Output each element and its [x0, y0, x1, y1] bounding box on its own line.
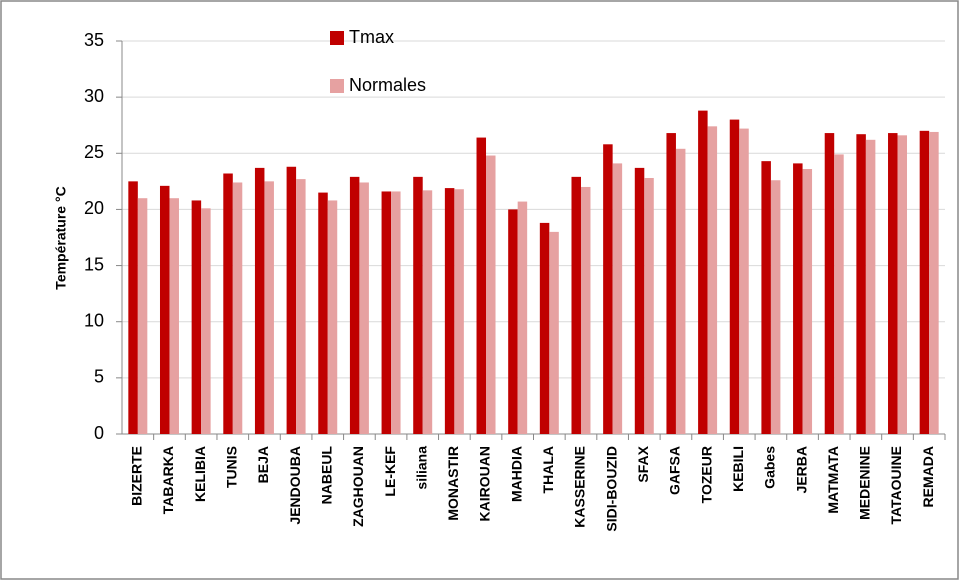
- bar: [296, 179, 306, 434]
- bar: [644, 177, 654, 434]
- legend-swatch: [330, 31, 344, 45]
- bar: [539, 222, 550, 434]
- x-tick-label: SFAX: [635, 445, 651, 482]
- bar: [603, 144, 613, 434]
- bar: [666, 133, 676, 434]
- y-tick-label: 25: [84, 142, 104, 162]
- legend-label: Tmax: [349, 27, 394, 47]
- legend-swatch: [330, 79, 344, 93]
- bar: [770, 180, 781, 434]
- x-tick-label: KEBILI: [730, 446, 746, 492]
- x-tick-label: KELIBIA: [192, 446, 208, 502]
- bar: [634, 167, 645, 434]
- bar: [391, 191, 401, 434]
- bar: [327, 200, 338, 434]
- bar: [318, 192, 328, 434]
- bar: [359, 182, 369, 434]
- bar: [761, 161, 771, 434]
- x-tick-label: BEJA: [255, 446, 271, 483]
- bar: [919, 130, 930, 435]
- bar: [201, 208, 211, 434]
- x-tick-label: KASSERINE: [572, 446, 588, 528]
- bar: [549, 231, 559, 434]
- bar: [739, 128, 749, 434]
- bar: [824, 133, 835, 434]
- x-tick-label: MATMATA: [825, 446, 841, 514]
- bar: [508, 209, 518, 434]
- bar: [191, 200, 202, 434]
- y-tick-label: 20: [84, 198, 104, 218]
- x-tick-label: GAFSA: [667, 446, 683, 495]
- bar: [897, 135, 908, 434]
- y-tick-label: 5: [94, 367, 104, 387]
- x-tick-label: BIZERTE: [129, 446, 145, 506]
- x-tick-label: KAIROUAN: [477, 446, 493, 521]
- bar: [698, 110, 708, 435]
- x-tick-label: ZAGHOUAN: [350, 446, 366, 527]
- bar: [929, 131, 939, 435]
- x-tick-label: LE-KEF: [382, 446, 398, 497]
- legend-label: Normales: [349, 75, 426, 95]
- x-tick-label: THALA: [540, 446, 556, 493]
- y-axis-title: Température °C: [53, 186, 69, 289]
- bar: [381, 191, 392, 434]
- bar: [612, 163, 623, 435]
- bar: [834, 154, 844, 434]
- bar: [286, 166, 297, 434]
- x-tick-label: JERBA: [793, 446, 809, 493]
- bar: [856, 134, 866, 434]
- bar: [486, 155, 496, 434]
- y-tick-label: 15: [84, 254, 104, 274]
- x-tick-label: JENDOUBA: [287, 446, 303, 525]
- bar: [159, 185, 170, 434]
- bar: [517, 201, 528, 434]
- bar: [254, 167, 265, 434]
- x-tick-label: TUNIS: [223, 446, 239, 488]
- x-tick-label: TATAOUINE: [888, 446, 904, 525]
- bar: [729, 119, 740, 434]
- y-tick-label: 10: [84, 310, 104, 330]
- bar: [571, 176, 581, 434]
- bar: [476, 137, 487, 434]
- bar: [865, 139, 876, 434]
- x-tick-label: MAHDIA: [508, 446, 524, 502]
- bar: [232, 182, 243, 434]
- bar: [675, 148, 686, 434]
- bar: [413, 176, 423, 434]
- x-tick-label: Gabes: [762, 446, 778, 489]
- x-tick-label: SIDI-BOUZID: [603, 446, 619, 532]
- bar: [128, 181, 138, 434]
- bar: [793, 163, 803, 435]
- x-tick-label: TOZEUR: [698, 446, 714, 503]
- bar: [422, 190, 433, 434]
- x-tick-label: siliana: [413, 446, 429, 490]
- x-tick-label: MONASTIR: [445, 446, 461, 521]
- y-tick-label: 35: [84, 30, 104, 50]
- bar: [454, 189, 464, 434]
- y-tick-label: 0: [94, 423, 104, 443]
- bar: [169, 198, 179, 434]
- x-tick-label: MEDENINE: [857, 446, 873, 520]
- bar: [802, 169, 813, 434]
- bar: [223, 173, 233, 435]
- y-tick-label: 30: [84, 86, 104, 106]
- bar: [264, 181, 274, 434]
- bar: [580, 186, 591, 434]
- bar: [137, 198, 148, 434]
- bar: [707, 126, 718, 434]
- x-tick-label: REMADA: [920, 446, 936, 507]
- bar: [444, 188, 455, 434]
- bar: [349, 176, 360, 434]
- x-tick-label: TABARKA: [160, 446, 176, 514]
- x-tick-label: NABEUL: [318, 446, 334, 505]
- bar: [888, 133, 898, 434]
